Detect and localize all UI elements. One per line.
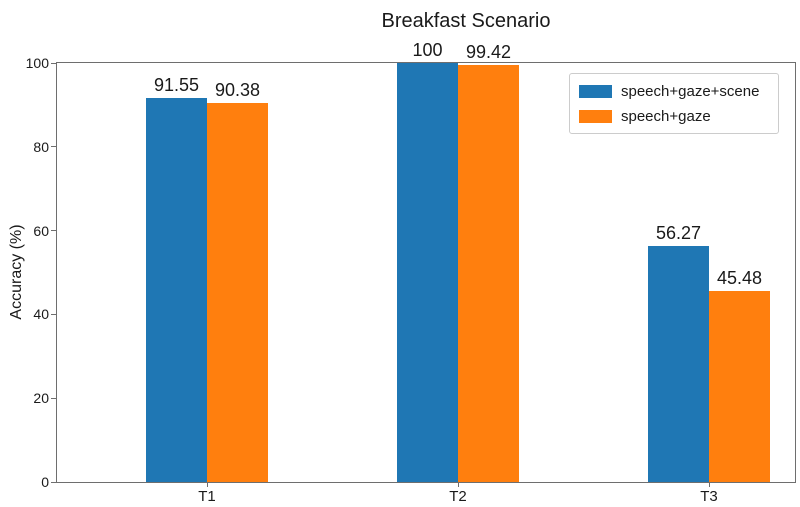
y-tick-label-0: 0 [41, 474, 49, 490]
x-tick-mark-t2 [458, 482, 459, 487]
legend: speech+gaze+scene speech+gaze [569, 73, 779, 134]
bar-t3-speech-gaze [709, 291, 770, 482]
legend-item-speech-gaze-scene: speech+gaze+scene [579, 81, 769, 101]
y-tick-mark-0 [51, 481, 56, 483]
y-tick-label-20: 20 [33, 390, 49, 407]
legend-swatch-speech-gaze-scene [579, 84, 612, 98]
y-tick-mark-80 [51, 146, 56, 148]
bar-value-t1-speech-gaze-scene: 91.55 [153, 75, 200, 96]
x-tick-label-t3: T3 [700, 488, 718, 505]
bar-value-t1-speech-gaze: 90.38 [214, 80, 261, 101]
legend-label-speech-gaze-scene: speech+gaze+scene [621, 82, 760, 100]
legend-item-speech-gaze: speech+gaze [579, 106, 769, 126]
x-tick-mark-t1 [207, 482, 208, 487]
x-tick-mark-t3 [709, 482, 710, 487]
chart-title: Breakfast Scenario [381, 10, 551, 32]
legend-swatch-speech-gaze [579, 109, 612, 123]
y-tick-mark-40 [51, 313, 56, 315]
y-tick-label-60: 60 [33, 222, 49, 239]
x-tick-label-t2: T2 [449, 488, 467, 505]
bar-t2-speech-gaze [458, 65, 519, 482]
plot-area: speech+gaze+scene speech+gaze 0 20 40 60 80 1… [26, 41, 796, 505]
bar-t2-speech-gaze-scene [397, 63, 458, 482]
bar-t1-speech-gaze-scene [146, 98, 207, 482]
y-tick-mark-100 [51, 62, 56, 64]
x-tick-label-t1: T1 [198, 488, 216, 505]
y-tick-label-40: 40 [33, 306, 49, 323]
bar-t3-speech-gaze-scene [648, 246, 709, 482]
y-tick-mark-20 [51, 397, 56, 399]
legend-label-speech-gaze: speech+gaze [621, 107, 711, 125]
bar-value-t3-speech-gaze-scene: 56.27 [655, 223, 702, 244]
bar-t1-speech-gaze [207, 103, 268, 482]
y-tick-mark-60 [51, 230, 56, 232]
bar-value-t3-speech-gaze: 45.48 [716, 268, 763, 289]
y-tick-label-80: 80 [33, 138, 49, 155]
bar-value-t2-speech-gaze-scene: 100 [412, 40, 443, 60]
y-tick-label-100: 100 [25, 55, 49, 71]
bar-value-t2-speech-gaze: 99.42 [465, 42, 512, 63]
